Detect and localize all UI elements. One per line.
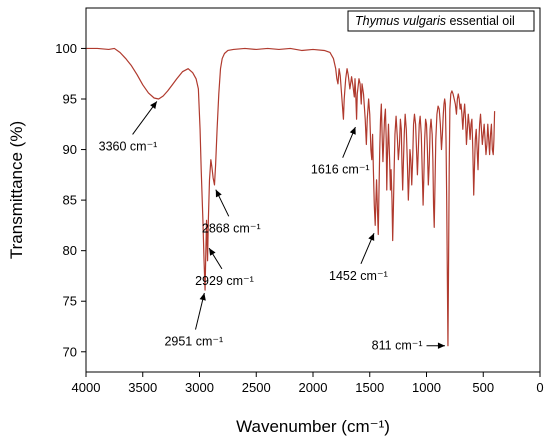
x-tick-label: 500 [472,380,494,395]
peak-annotation: 2951 cm⁻¹ [164,292,223,349]
legend-box [347,10,535,32]
y-tick-label: 100 [55,41,77,56]
plot-layer [86,47,496,347]
peak-label: 1452 cm⁻¹ [329,269,388,283]
annotation-arrow-head [209,248,216,256]
y-tick-label: 95 [63,92,77,107]
y-tick-label: 70 [63,344,77,359]
peak-label: 1616 cm⁻¹ [311,163,370,177]
peak-annotation: 811 cm⁻¹ [372,339,445,353]
y-tick-label: 90 [63,142,77,157]
peak-label: 2868 cm⁻¹ [202,221,261,235]
x-tick-label: 3500 [128,380,157,395]
peak-annotation: 1452 cm⁻¹ [329,233,388,283]
spectrum-line [86,47,496,347]
x-tick-label: 0 [536,380,543,395]
annotation-arrow-head [437,342,445,349]
peak-annotation: 3360 cm⁻¹ [99,101,158,153]
legend-series-name: Thymus vulgaris essential oil [355,14,515,28]
x-tick-label: 3000 [185,380,214,395]
peak-annotation: 2868 cm⁻¹ [202,189,261,235]
y-tick-label: 80 [63,243,77,258]
peak-annotation: 2929 cm⁻¹ [195,247,254,288]
annotation-arrow-head [349,127,356,135]
y-axis-title: Transmittance (%) [7,121,26,259]
x-tick-label: 2000 [299,380,328,395]
peak-annotation: 1616 cm⁻¹ [311,126,370,177]
peak-label: 3360 cm⁻¹ [99,139,158,153]
annotation-arrow-head [150,101,157,109]
peak-label: 2929 cm⁻¹ [195,274,254,288]
axis-ticks: 4000 3500 3000 2500 2000 1500 1000 500 0 70 75 80 85… [55,41,543,395]
x-tick-label: 4000 [72,380,101,395]
annotation-arrow-head [215,189,222,198]
y-tick-label: 85 [63,193,77,208]
x-tick-label: 1500 [355,380,384,395]
legend-species-name: Thymus vulgaris [355,14,446,28]
legend: Thymus vulgaris essential oil [347,10,535,32]
y-tick-label: 75 [63,294,77,309]
annotation-arrow-head [199,293,206,301]
peak-annotations: 3360 cm⁻¹ 2951 cm⁻¹ 2929 cm⁻¹ 2868 cm⁻¹ 1616… [99,101,445,353]
legend-descriptor: essential oil [446,14,515,28]
x-axis-title: Wavenumber (cm⁻¹) [236,417,390,436]
peak-label: 2951 cm⁻¹ [164,335,223,349]
x-tick-label: 2500 [242,380,271,395]
x-tick-label: 1000 [412,380,441,395]
annotation-arrow-head [368,233,375,241]
peak-label: 811 cm⁻¹ [372,339,423,353]
